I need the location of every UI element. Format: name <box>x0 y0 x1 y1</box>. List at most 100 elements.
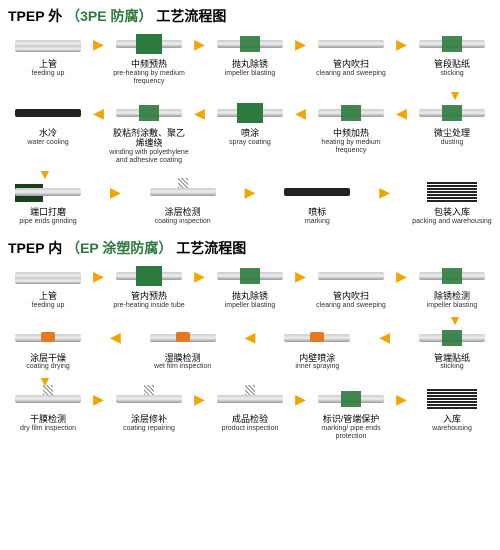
arrow-icon: ◀ <box>108 324 122 352</box>
step-label-cn: 成品检验 <box>232 415 268 425</box>
title-2: TPEP 内 （EP 涂塑防腐） 工艺流程图 <box>8 238 492 258</box>
step-icon <box>417 99 487 127</box>
arrow-icon: ▶ <box>395 385 409 413</box>
step-label-en: heating by medium frequency <box>311 139 391 154</box>
step-label-en: spray coating <box>229 139 271 147</box>
step-label-en: product inspection <box>222 425 279 433</box>
process-step: 中频加热heating by medium frequency <box>311 99 391 154</box>
process-step: 端口打磨pipe ends grinding <box>8 178 88 226</box>
arrow-icon: ▶ <box>294 262 308 290</box>
root: TPEP 外 （3PE 防腐） 工艺流程图 上管feeding up▶中频预热p… <box>0 0 500 448</box>
step-label-cn: 涂层干燥 <box>30 354 66 364</box>
arrow-icon: ▶ <box>294 385 308 413</box>
process-step: 管段贴纸sticking <box>412 30 492 78</box>
process-step: 涂层检测coating inspection <box>143 178 223 226</box>
process-step: 上管feeding up <box>8 30 88 78</box>
step-label-cn: 除锈检测 <box>434 292 470 302</box>
step-label-en: water cooling <box>27 139 68 147</box>
process-row: 端口打磨pipe ends grinding ▶ 涂层检测coating inspe… <box>8 178 492 226</box>
step-label-en: marking/ pipe ends protection <box>311 425 391 440</box>
arrow-icon: ◀ <box>395 99 409 127</box>
step-label-en: feeding up <box>32 70 65 78</box>
step-label-en: packing and warehousing <box>412 218 491 226</box>
step-icon <box>13 30 83 58</box>
process-row: 涂层干燥coating drying ◀ 湿膜检测wet film inspecti… <box>8 324 492 372</box>
step-label-en: coating repairing <box>123 425 175 433</box>
step-icon <box>114 262 184 290</box>
step-icon <box>215 30 285 58</box>
step-icon <box>13 178 83 206</box>
arrow-icon: ▶ <box>395 30 409 58</box>
t1a: TPEP 外 <box>8 8 62 24</box>
step-label-cn: 管内预热 <box>131 292 167 302</box>
step-label-cn: 上管 <box>39 60 57 70</box>
t1b: （3PE 防腐） <box>66 8 152 24</box>
process-step: 涂层干燥coating drying <box>8 324 88 372</box>
step-icon <box>417 178 487 206</box>
process-step: 湿膜检测wet film inspection <box>143 324 223 372</box>
step-icon <box>282 324 352 352</box>
step-label-cn: 湿膜检测 <box>165 354 201 364</box>
step-label-en: sticking <box>440 70 463 78</box>
process-step: 成品检验product inspection <box>210 385 290 433</box>
step-icon <box>13 385 83 413</box>
process-step: 管内预热pre-heating inside tube <box>109 262 189 310</box>
t2c: 工艺流程图 <box>176 240 246 256</box>
step-icon <box>114 99 184 127</box>
arrow-icon: ▶ <box>193 385 207 413</box>
step-label-cn: 内壁喷涂 <box>299 354 335 364</box>
arrow-icon: ▶ <box>395 262 409 290</box>
step-label-cn: 胶粘剂涂敷、聚乙烯缠绕 <box>109 129 189 149</box>
step-label-en: pre-heating by medium frequency <box>109 70 189 85</box>
title-1: TPEP 外 （3PE 防腐） 工艺流程图 <box>8 6 492 26</box>
step-icon <box>114 385 184 413</box>
arrow-down-icon: ▼ <box>8 87 492 99</box>
arrow-icon: ▶ <box>378 178 392 206</box>
step-icon <box>282 178 352 206</box>
step-label-en: clearing and sweeping <box>316 302 386 310</box>
process-row: 干膜检测dry film inspection ▶ 涂层修补coating repa… <box>8 385 492 440</box>
arrow-icon: ▶ <box>92 30 106 58</box>
arrow-icon: ▶ <box>294 30 308 58</box>
diagram-2: 上管feeding up▶管内预热pre-heating inside tube… <box>8 262 492 440</box>
step-label-en: impeller blasting <box>225 70 276 78</box>
arrow-icon: ◀ <box>294 99 308 127</box>
process-step: 标识/管端保护marking/ pipe ends protection <box>311 385 391 440</box>
step-label-en: wet film inspection <box>154 363 211 371</box>
step-label-en: warehousing <box>432 425 472 433</box>
step-icon <box>13 324 83 352</box>
process-step: 抛丸除锈impeller blasting <box>210 262 290 310</box>
process-step: 除锈检测impeller blasting <box>412 262 492 310</box>
step-icon <box>215 99 285 127</box>
arrow-icon: ▶ <box>193 262 207 290</box>
step-icon <box>316 385 386 413</box>
process-row: 水冷water cooling◀胶粘剂涂敷、聚乙烯缠绕winding with … <box>8 99 492 164</box>
arrow-icon: ▶ <box>243 178 257 206</box>
arrow-down-icon: ▼ <box>8 166 492 178</box>
step-label-cn: 涂层修补 <box>131 415 167 425</box>
process-row: 上管feeding up▶管内预热pre-heating inside tube… <box>8 262 492 310</box>
process-step: 抛丸除锈impeller blasting <box>210 30 290 78</box>
step-icon <box>316 30 386 58</box>
step-label-en: impeller blasting <box>427 302 478 310</box>
arrow-icon: ◀ <box>378 324 392 352</box>
step-label-en: pipe ends grinding <box>19 218 76 226</box>
t1c: 工艺流程图 <box>156 8 226 24</box>
step-icon <box>417 262 487 290</box>
step-label-cn: 干膜检测 <box>30 415 66 425</box>
step-icon <box>148 324 218 352</box>
process-step: 管内吹扫clearing and sweeping <box>311 262 391 310</box>
step-icon <box>148 178 218 206</box>
step-icon <box>316 262 386 290</box>
t2b: （EP 涂塑防腐） <box>66 240 172 256</box>
step-label-en: dry film inspection <box>20 425 76 433</box>
step-icon <box>114 30 184 58</box>
process-step: 干膜检测dry film inspection <box>8 385 88 433</box>
process-row: 上管feeding up▶中频预热pre-heating by medium f… <box>8 30 492 85</box>
process-step: 包装入库packing and warehousing <box>412 178 492 226</box>
step-label-en: inner spraying <box>295 363 339 371</box>
step-label-cn: 中频预热 <box>131 60 167 70</box>
step-label-cn: 水冷 <box>39 129 57 139</box>
step-label-cn: 管内吹扫 <box>333 60 369 70</box>
step-icon <box>417 385 487 413</box>
